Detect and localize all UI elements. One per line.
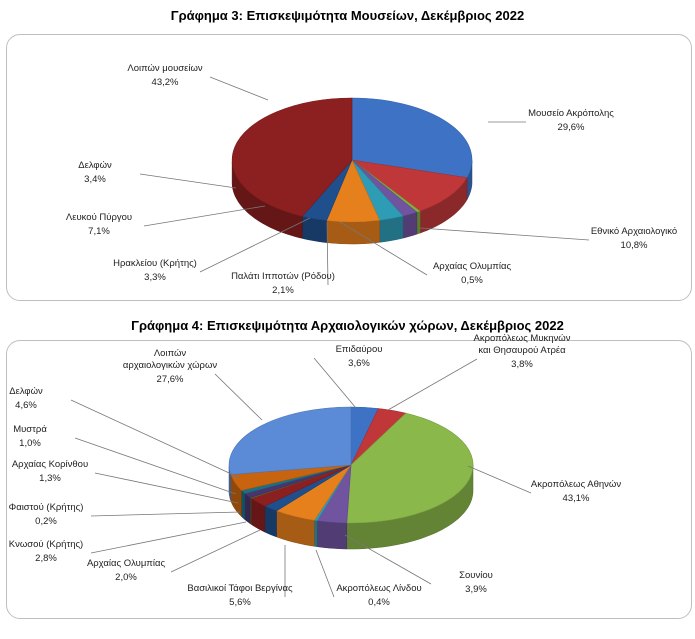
pie-labels: Επιδαύρου 3,6% Ακροπόλεως Μυκηνών και Θησαυ… [9,333,622,608]
slice-value-ακροπόλεως-λίνδου: 0,4% [368,597,390,608]
slice-μουσείο-ακρόπολης [351,97,473,179]
leader-line-δελφών [139,173,237,189]
pie-chart-4: Επιδαύρου 3,6% Ακροπόλεως Μυκηνών και Θησαυ… [9,333,622,608]
slice-value-δελφών: 3,4% [84,174,106,185]
slice-label-αρχαίας-ολυμπίας: Αρχαίας Ολυμπίας [87,558,166,569]
slice-label-παλάτι-ιπποτών-ρόδου: Παλάτι Ιπποτών (Ρόδου) [231,271,335,282]
slice-side-παλάτι-ιπποτών-ρόδου [402,211,418,239]
leader-line-λοιπών-μουσείων [209,76,269,101]
leader-line-ακροπόλεως-μυκηνών-και-θησαυρού-ατρέα [387,358,478,411]
slice-label-λοιπών-αρχαιολογικών-χώρων: Λοιπών αρχαιολογικών χώρων [123,348,217,371]
leader-line-λοιπών-αρχαιολογικών-χώρων [214,373,263,421]
slice-label-βασιλικοί-τάφοι-βεργίνας: Βασιλικοί Τάφοι Βεργίνας [187,583,293,594]
leader-line-λευκού-πύργου [143,205,266,227]
pie-top [228,406,474,524]
chart-4-title: Γράφημα 4: Επισκεψιμότητα Αρχαιολογικών … [131,318,564,333]
leader-line-μυστρά [74,437,237,495]
leader-line-ηρακλείου-κρήτης [199,217,311,273]
slice-value-αρχαίας-κορίνθου: 1,3% [39,473,61,484]
slice-label-επιδαύρου: Επιδαύρου [336,344,383,355]
slice-side-λευκού-πύργου [326,220,380,245]
slice-εθνικό-αρχαιολογικό [351,159,468,212]
slice-value-αρχαίας-ολυμπίας: 0,5% [461,275,483,286]
slice-label-μυστρά: Μυστρά [13,424,47,435]
slice-label-εθνικό-αρχαιολογικό: Εθνικό Αρχαιολογικό [591,226,677,237]
slice-value-παλάτι-ιπποτών-ρόδου: 2,1% [272,285,294,296]
slice-label-δελφών: Δελφών [78,160,112,171]
slice-value-ηρακλείου-κρήτης: 3,3% [144,272,166,283]
pie-sides [231,160,473,245]
slice-side-ακροπόλεως-λίνδου [314,520,318,547]
slice-value-σουνίου: 3,9% [465,584,487,595]
slice-value-μυστρά: 1,0% [19,438,41,449]
slice-λοιπών-μουσείων [231,97,353,217]
slice-label-λευκού-πύργου: Λευκού Πύργου [66,212,132,223]
slice-value-εθνικό-αρχαιολογικό: 10,8% [621,240,648,251]
slice-value-ακροπόλεως-μυκηνών-και-θησαυρού-ατρέα: 3,8% [511,359,533,370]
slice-label-δελφών: Δελφών [9,386,43,397]
leader-line-ακροπόλεως-αθηνών [467,465,532,494]
slice-side-αρχαίας-ολυμπίας [264,505,277,538]
slice-label-ηρακλείου-κρήτης: Ηρακλείου (Κρήτης) [113,258,197,269]
slice-value-βασιλικοί-τάφοι-βεργίνας: 5,6% [229,597,251,608]
slice-label-ακροπόλεως-λίνδου: Ακροπόλεως Λίνδου [336,583,421,594]
slice-value-δελφών: 4,6% [15,400,37,411]
slice-label-σουνίου: Σουνίου [459,570,493,581]
slice-side-μυστρά [241,489,246,521]
leader-line-σουνίου [344,534,432,585]
pie-chart-3: Μουσείο Ακρόπολης 29,6% Εθνικό Αρχαιολογικ… [66,63,677,296]
slice-label-λοιπών-μουσείων: Λοιπών μουσείων [127,63,203,74]
slice-label-φαιστού-κρήτης: Φαιστού (Κρήτης) [9,502,84,513]
slice-label-ακροπόλεως-μυκηνών-και-θησαυρού-ατρέα: Ακροπόλεως Μυκηνών και Θησαυρού Ατρέα [474,333,571,356]
leader-line-αρχαίας-ολυμπίας [339,221,428,276]
slice-label-αρχαίας-ολυμπίας: Αρχαίας Ολυμπίας [433,261,512,272]
leader-line-φαιστού-κρήτης [90,511,241,517]
leader-line-παλάτι-ιπποτών-ρόδου [326,221,329,286]
slice-label-κνωσού-κρήτης: Κνωσού (Κρήτης) [9,539,83,550]
slice-value-αρχαίας-ολυμπίας: 2,0% [115,572,137,583]
slice-side-αρχαίας-ολυμπίας [416,210,421,235]
leader-line-ακροπόλεως-λίνδου [315,549,335,598]
leader-line-εθνικό-αρχαιολογικό [419,227,590,241]
slice-side-αρχαίας-κορίνθου [244,493,251,525]
leader-line-αρχαίας-ολυμπίας [170,529,261,573]
pie-top [231,97,473,223]
slice-value-ακροπόλεως-αθηνών: 43,1% [563,493,590,504]
pie-labels: Μουσείο Ακρόπολης 29,6% Εθνικό Αρχαιολογικ… [66,63,677,296]
slice-value-λευκού-πύργου: 7,1% [88,226,110,237]
slice-value-κνωσού-κρήτης: 2,8% [35,553,57,564]
chart-3-title: Γράφημα 3: Επισκεψιμότητα Μουσείων, Δεκέ… [170,8,525,23]
slice-value-λοιπών-αρχαιολογικών-χώρων: 27,6% [157,374,184,385]
slice-label-αρχαίας-κορίνθου: Αρχαίας Κορίνθου [12,459,88,470]
slice-value-λοιπών-μουσείων: 43,2% [152,77,179,88]
slice-value-φαιστού-κρήτης: 0,2% [35,516,57,527]
leader-line-αρχαίας-κορίνθου [94,472,239,504]
slice-value-επιδαύρου: 3,6% [348,358,370,369]
slice-λοιπών-αρχαιολογικών-χώρων [228,406,352,475]
slice-label-μουσείο-ακρόπολης: Μουσείο Ακρόπολης [528,108,614,119]
slice-ακροπόλεως-αθηνών [346,412,474,524]
leader-line-κνωσού-κρήτης [90,521,247,554]
slice-label-ακροπόλεως-αθηνών: Ακροπόλεως Αθηνών [531,479,621,490]
slice-value-μουσείο-ακρόπολης: 29,6% [558,122,585,133]
leader-line-επιδαύρου [313,357,357,409]
slice-side-σουνίου [317,520,348,550]
pie-sides [228,465,474,550]
leader-line-δελφών [70,399,241,479]
